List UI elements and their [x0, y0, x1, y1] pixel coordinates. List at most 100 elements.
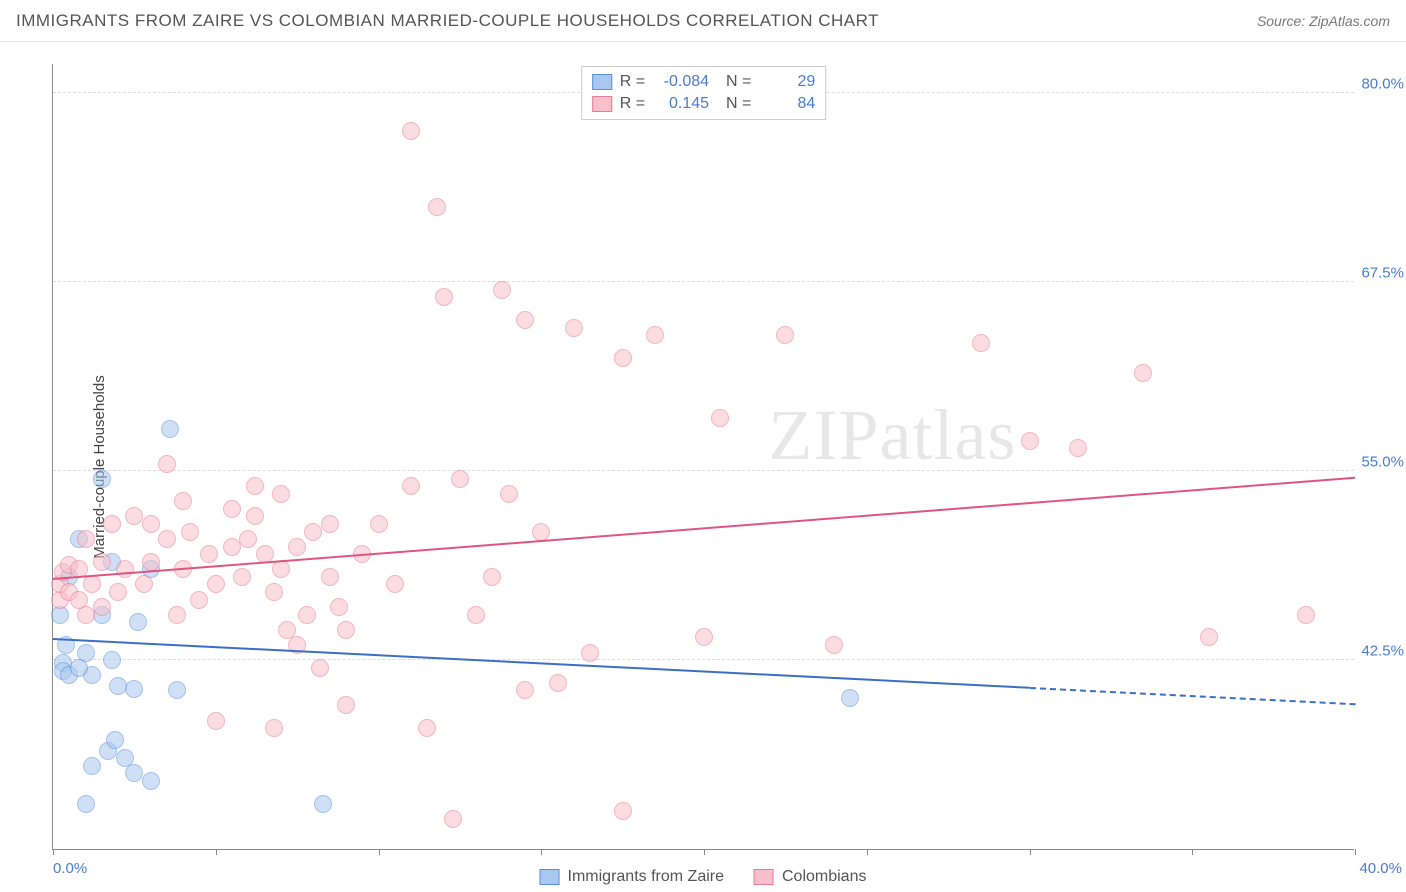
scatter-point — [493, 281, 511, 299]
gridline — [53, 281, 1354, 282]
scatter-point — [239, 530, 257, 548]
scatter-point — [168, 606, 186, 624]
scatter-point — [841, 689, 859, 707]
scatter-point — [83, 575, 101, 593]
scatter-point — [321, 568, 339, 586]
scatter-point — [311, 659, 329, 677]
gridline — [53, 470, 1354, 471]
x-tick-label: 40.0% — [1359, 860, 1402, 877]
scatter-point — [581, 644, 599, 662]
scatter-point — [142, 515, 160, 533]
plot-container: Married-couple Households ZIPatlas R = -… — [0, 42, 1406, 892]
scatter-point — [337, 696, 355, 714]
scatter-point — [288, 538, 306, 556]
scatter-point — [158, 455, 176, 473]
legend-row-colombians: R = 0.145 N = 84 — [592, 93, 816, 115]
scatter-point — [483, 568, 501, 586]
scatter-point — [142, 553, 160, 571]
scatter-point — [109, 583, 127, 601]
legend-item-colombians: Colombians — [754, 868, 866, 886]
scatter-point — [93, 553, 111, 571]
scatter-point — [77, 795, 95, 813]
trend-line — [53, 638, 1030, 689]
title-bar: IMMIGRANTS FROM ZAIRE VS COLOMBIAN MARRI… — [0, 0, 1406, 42]
series-legend: Immigrants from Zaire Colombians — [540, 868, 867, 886]
scatter-point — [402, 477, 420, 495]
legend-label-zaire: Immigrants from Zaire — [568, 868, 724, 886]
scatter-point — [1069, 439, 1087, 457]
scatter-point — [161, 420, 179, 438]
scatter-point — [330, 598, 348, 616]
scatter-point — [200, 545, 218, 563]
scatter-point — [272, 485, 290, 503]
scatter-point — [93, 470, 111, 488]
scatter-point — [370, 515, 388, 533]
scatter-point — [129, 613, 147, 631]
scatter-point — [246, 477, 264, 495]
scatter-point — [168, 681, 186, 699]
scatter-point — [321, 515, 339, 533]
scatter-point — [776, 326, 794, 344]
scatter-point — [109, 677, 127, 695]
scatter-point — [711, 409, 729, 427]
scatter-point — [614, 349, 632, 367]
watermark: ZIPatlas — [769, 394, 1017, 477]
plot-area: ZIPatlas R = -0.084 N = 29 R = 0.145 N =… — [52, 64, 1354, 850]
scatter-point — [181, 523, 199, 541]
chart-title: IMMIGRANTS FROM ZAIRE VS COLOMBIAN MARRI… — [16, 11, 879, 31]
x-tick — [1192, 849, 1193, 855]
scatter-point — [142, 772, 160, 790]
swatch-zaire-bottom — [540, 869, 560, 885]
y-tick-label: 67.5% — [1361, 265, 1404, 282]
scatter-point — [516, 681, 534, 699]
scatter-point — [83, 757, 101, 775]
y-tick-label: 55.0% — [1361, 454, 1404, 471]
scatter-point — [207, 712, 225, 730]
scatter-point — [223, 538, 241, 556]
scatter-point — [500, 485, 518, 503]
legend-item-zaire: Immigrants from Zaire — [540, 868, 724, 886]
x-tick — [53, 849, 54, 855]
swatch-zaire — [592, 74, 612, 90]
scatter-point — [298, 606, 316, 624]
scatter-point — [125, 680, 143, 698]
swatch-colombians — [592, 96, 612, 112]
scatter-point — [532, 523, 550, 541]
scatter-point — [304, 523, 322, 541]
r-value-colombians: 0.145 — [653, 95, 709, 113]
scatter-point — [207, 575, 225, 593]
scatter-point — [223, 500, 241, 518]
x-tick — [379, 849, 380, 855]
scatter-point — [190, 591, 208, 609]
scatter-point — [646, 326, 664, 344]
correlation-legend: R = -0.084 N = 29 R = 0.145 N = 84 — [581, 66, 827, 120]
source-attribution: Source: ZipAtlas.com — [1257, 13, 1390, 29]
scatter-point — [1021, 432, 1039, 450]
scatter-point — [1134, 364, 1152, 382]
gridline — [53, 659, 1354, 660]
scatter-point — [386, 575, 404, 593]
x-tick — [216, 849, 217, 855]
scatter-point — [565, 319, 583, 337]
scatter-point — [174, 492, 192, 510]
x-tick-label: 0.0% — [53, 860, 87, 877]
scatter-point — [467, 606, 485, 624]
x-tick — [867, 849, 868, 855]
scatter-point — [265, 583, 283, 601]
legend-row-zaire: R = -0.084 N = 29 — [592, 71, 816, 93]
scatter-point — [418, 719, 436, 737]
scatter-point — [265, 719, 283, 737]
scatter-point — [314, 795, 332, 813]
scatter-point — [444, 810, 462, 828]
x-tick — [541, 849, 542, 855]
r-value-zaire: -0.084 — [653, 73, 709, 91]
scatter-point — [402, 122, 420, 140]
scatter-point — [70, 659, 88, 677]
y-tick-label: 80.0% — [1361, 76, 1404, 93]
x-tick — [1030, 849, 1031, 855]
swatch-colombians-bottom — [754, 869, 774, 885]
scatter-point — [1200, 628, 1218, 646]
scatter-point — [106, 731, 124, 749]
x-tick — [704, 849, 705, 855]
scatter-point — [77, 606, 95, 624]
